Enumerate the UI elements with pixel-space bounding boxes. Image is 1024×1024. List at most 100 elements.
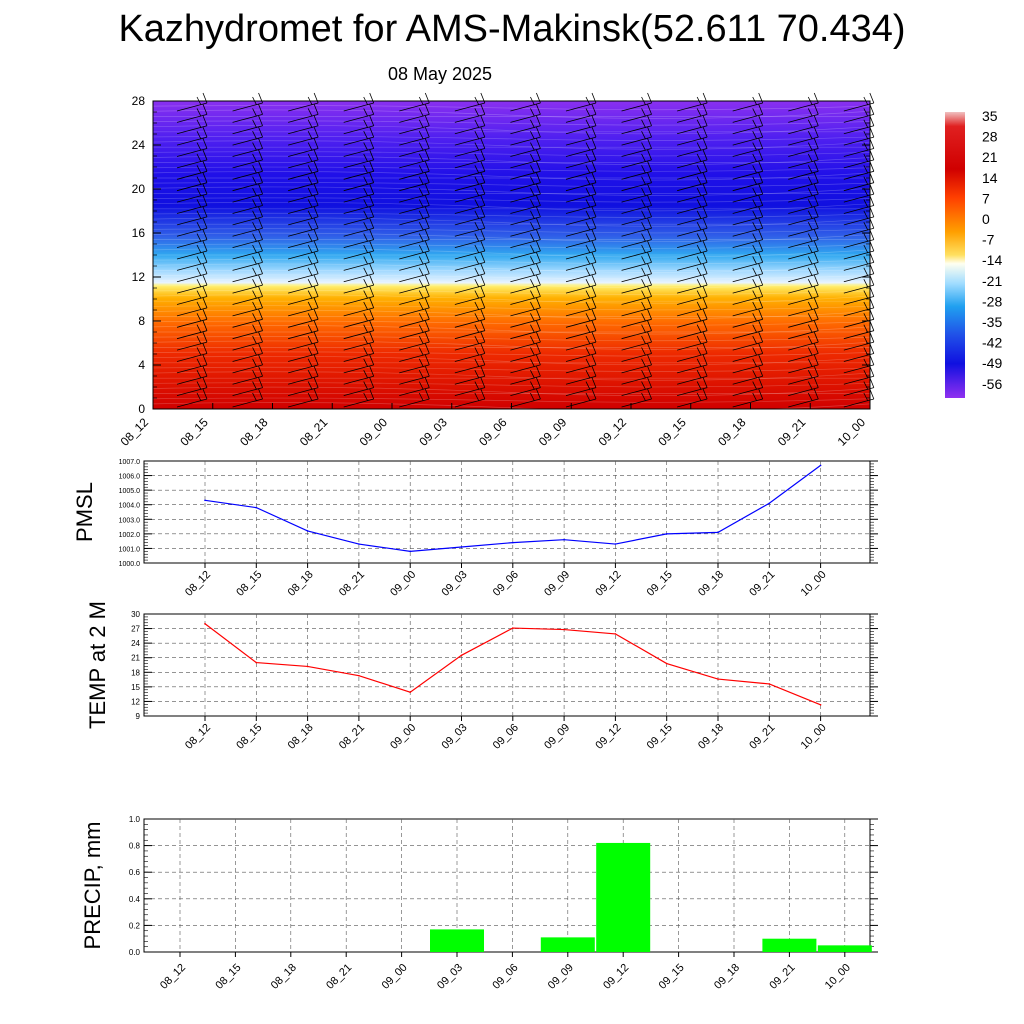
wind-barb [565,161,597,180]
wind-barb [788,127,819,146]
wind-barb [288,309,319,328]
x-tick-label: 08_21 [297,415,331,449]
data-point [717,678,719,680]
contour-line [152,166,871,172]
wind-barb [677,263,708,283]
wind-barb [677,195,708,214]
y-tick-label: 30 [131,610,140,619]
wind-barb [176,149,208,169]
data-point [563,628,565,631]
wind-barb [677,127,708,146]
wind-barb [343,320,375,340]
wind-barb [621,297,652,317]
x-tick-label: 10_00 [823,962,853,992]
colorbar-label: -7 [982,232,995,248]
wind-barb [399,286,430,305]
wind-barb [788,320,819,340]
x-tick-label: 08_21 [324,962,354,992]
x-tick-label: 09_03 [440,569,470,599]
wind-barb [510,104,541,123]
wind-barb [343,127,375,146]
y-axis-label: TEMP at 2 M [85,601,110,729]
wind-barb [232,195,263,214]
y-tick-label: 27 [131,625,140,634]
data-point [306,530,309,532]
wind-barb [176,343,208,362]
wind-barb [176,127,208,146]
contour-line [152,109,871,119]
wind-barb [510,252,541,271]
wind-barb [843,297,875,317]
wind-barb [454,388,486,408]
colorbar-label: -56 [982,376,1002,392]
wind-barb [343,343,375,362]
wind-barb [843,252,875,271]
wind-barb [732,366,764,385]
wind-barb [176,183,208,203]
wind-barb [399,320,430,340]
wind-barb [399,127,430,146]
wind-barb [176,172,208,192]
wind-barb [510,229,541,249]
wind-barb [343,366,375,385]
data-bar [762,938,817,952]
wind-barb [788,286,819,305]
wind-barb [288,218,319,237]
wind-barb [399,104,430,123]
wind-barb [232,377,263,397]
wind-barb [343,195,375,214]
data-bar [596,842,651,952]
x-tick-label: 08_18 [237,415,271,449]
wind-barb [565,218,597,237]
wind-barb [399,240,430,260]
wind-barb [510,172,541,192]
wind-barb [399,206,430,226]
wind-barb [454,366,486,385]
contour-line [152,201,871,212]
wind-barb [454,149,486,169]
y-tick-label: 1005.0 [119,488,141,495]
wind-barb [510,331,541,351]
temperature-field [153,101,870,409]
colorbar-label: 21 [982,149,998,165]
wind-barb [677,240,708,260]
wind-barb [343,218,375,237]
wind-barb [843,354,875,374]
wind-barb [399,218,430,237]
contour-line [152,397,871,403]
data-point [512,541,514,544]
wind-barb [343,161,375,180]
wind-barb [343,309,375,328]
contour-line [152,197,871,203]
wind-barb [565,240,597,260]
x-tick-label: 09_15 [645,569,675,599]
wind-barb [399,297,430,317]
wind-barb [677,286,708,305]
wind-barb [399,377,430,397]
wind-barb [565,331,597,351]
y-axis-label: PRECIP, mm [80,822,105,950]
wind-barb [510,206,541,226]
wind-barb [843,172,875,192]
wind-barb [343,286,375,305]
wind-barb [454,206,486,226]
contour-line [152,140,871,150]
data-point [255,661,258,664]
wind-barb [788,161,819,180]
wind-barb [288,297,319,317]
wind-barb [621,320,652,340]
wind-barb [843,195,875,214]
wind-barb [399,229,430,249]
wind-barb [788,388,819,408]
wind-barb [677,297,708,317]
wind-barb [343,263,375,283]
wind-barb [510,377,541,397]
x-tick-label: 09_09 [542,722,572,752]
wind-barb [510,320,541,340]
wind-barb [454,263,486,283]
wind-barb [732,388,764,408]
wind-barb [677,183,708,203]
wind-barb [288,331,319,351]
wind-barb [621,115,652,135]
wind-barb [565,183,597,203]
